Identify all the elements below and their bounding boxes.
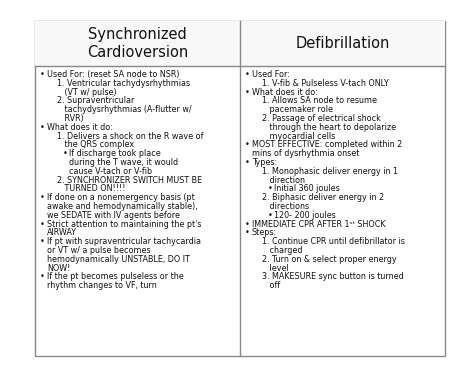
Text: 2. Biphasic deliver energy in 2: 2. Biphasic deliver energy in 2 bbox=[262, 193, 384, 202]
Text: •: • bbox=[245, 87, 250, 97]
Text: awake and hemodynamically stable),: awake and hemodynamically stable), bbox=[47, 202, 198, 211]
Text: direction: direction bbox=[262, 176, 305, 184]
Text: rhythm changes to VF, turn: rhythm changes to VF, turn bbox=[47, 281, 157, 290]
Text: we SEDATE with IV agents before: we SEDATE with IV agents before bbox=[47, 211, 180, 220]
Text: 3. MAKESURE sync button is turned: 3. MAKESURE sync button is turned bbox=[262, 272, 404, 281]
Text: •: • bbox=[245, 220, 250, 229]
Text: Synchronized
Cardioversion: Synchronized Cardioversion bbox=[87, 27, 188, 60]
Text: MOST EFFECTIVE: completed within 2: MOST EFFECTIVE: completed within 2 bbox=[252, 141, 402, 149]
Text: 2. Turn on & select proper energy: 2. Turn on & select proper energy bbox=[262, 255, 397, 264]
Text: during the T wave, it would: during the T wave, it would bbox=[69, 158, 178, 167]
Text: If discharge took place: If discharge took place bbox=[69, 149, 161, 158]
Text: If pt with supraventricular tachycardia: If pt with supraventricular tachycardia bbox=[47, 237, 201, 246]
Text: hemodynamically UNSTABLE, DO IT: hemodynamically UNSTABLE, DO IT bbox=[47, 255, 190, 264]
Text: or VT w/ a pulse becomes: or VT w/ a pulse becomes bbox=[47, 246, 151, 255]
Text: cause V-tach or V-fib: cause V-tach or V-fib bbox=[69, 167, 152, 176]
Text: directions: directions bbox=[262, 202, 309, 211]
Text: 1. Allows SA node to resume: 1. Allows SA node to resume bbox=[262, 96, 377, 105]
Text: If done on a nonemergency basis (pt: If done on a nonemergency basis (pt bbox=[47, 193, 195, 202]
Bar bbox=[240, 21, 445, 66]
Text: •: • bbox=[245, 70, 250, 79]
Text: IMMEDIATE CPR AFTER 1ˢᵗ SHOCK: IMMEDIATE CPR AFTER 1ˢᵗ SHOCK bbox=[252, 220, 385, 229]
Text: Used For: (reset SA node to NSR): Used For: (reset SA node to NSR) bbox=[47, 70, 180, 79]
Text: Types:: Types: bbox=[252, 158, 277, 167]
Text: •: • bbox=[40, 70, 45, 79]
Text: •: • bbox=[245, 228, 250, 238]
Text: •: • bbox=[40, 193, 45, 202]
Text: (VT w/ pulse): (VT w/ pulse) bbox=[57, 87, 117, 97]
Text: 2. Supraventricular: 2. Supraventricular bbox=[57, 96, 134, 105]
Bar bbox=[35, 21, 240, 66]
Text: 120- 200 joules: 120- 200 joules bbox=[274, 211, 336, 220]
Text: 1. Delivers a shock on the R wave of: 1. Delivers a shock on the R wave of bbox=[57, 132, 203, 141]
Text: 1. V-fib & Pulseless V-tach ONLY: 1. V-fib & Pulseless V-tach ONLY bbox=[262, 79, 389, 88]
Text: off: off bbox=[262, 281, 280, 290]
Text: NOW!: NOW! bbox=[47, 264, 70, 273]
Text: pacemaker role: pacemaker role bbox=[262, 105, 333, 114]
Text: •: • bbox=[245, 158, 250, 167]
Text: •: • bbox=[40, 123, 45, 132]
Text: AIRWAY: AIRWAY bbox=[47, 228, 77, 238]
Text: level: level bbox=[262, 264, 289, 273]
Text: 1. Monophasic deliver energy in 1: 1. Monophasic deliver energy in 1 bbox=[262, 167, 398, 176]
Text: •: • bbox=[40, 220, 45, 229]
Text: tachydysrhythmias (A-flutter w/: tachydysrhythmias (A-flutter w/ bbox=[57, 105, 191, 114]
Text: What does it do:: What does it do: bbox=[47, 123, 113, 132]
Text: Used For:: Used For: bbox=[252, 70, 290, 79]
Text: the QRS complex: the QRS complex bbox=[57, 141, 134, 149]
Text: •: • bbox=[40, 237, 45, 246]
Text: •: • bbox=[268, 184, 273, 193]
Text: Steps:: Steps: bbox=[252, 228, 277, 238]
Text: If the pt becomes pulseless or the: If the pt becomes pulseless or the bbox=[47, 272, 184, 281]
Text: •: • bbox=[63, 149, 68, 158]
Text: through the heart to depolarize: through the heart to depolarize bbox=[262, 123, 396, 132]
Text: •: • bbox=[40, 272, 45, 281]
Text: 2. SYNCHRONIZER SWITCH MUST BE: 2. SYNCHRONIZER SWITCH MUST BE bbox=[57, 176, 202, 184]
Text: Strict attention to maintaining the pt's: Strict attention to maintaining the pt's bbox=[47, 220, 201, 229]
Text: What does it do:: What does it do: bbox=[252, 87, 318, 97]
Text: TURNED ON!!!!: TURNED ON!!!! bbox=[57, 184, 126, 193]
Text: myocardial cells: myocardial cells bbox=[262, 132, 335, 141]
Text: RVR): RVR) bbox=[57, 114, 84, 123]
Text: mins of dysrhythmia onset: mins of dysrhythmia onset bbox=[252, 149, 359, 158]
Text: 2. Passage of electrical shock: 2. Passage of electrical shock bbox=[262, 114, 381, 123]
Bar bbox=[35, 21, 445, 356]
Text: 1. Ventricular tachydysrhythmias: 1. Ventricular tachydysrhythmias bbox=[57, 79, 190, 88]
Text: •: • bbox=[245, 141, 250, 149]
Text: charged: charged bbox=[262, 246, 302, 255]
Text: Defibrillation: Defibrillation bbox=[295, 36, 390, 51]
Text: •: • bbox=[268, 211, 273, 220]
Text: 1. Continue CPR until defibrillator is: 1. Continue CPR until defibrillator is bbox=[262, 237, 405, 246]
Text: Initial 360 joules: Initial 360 joules bbox=[274, 184, 340, 193]
